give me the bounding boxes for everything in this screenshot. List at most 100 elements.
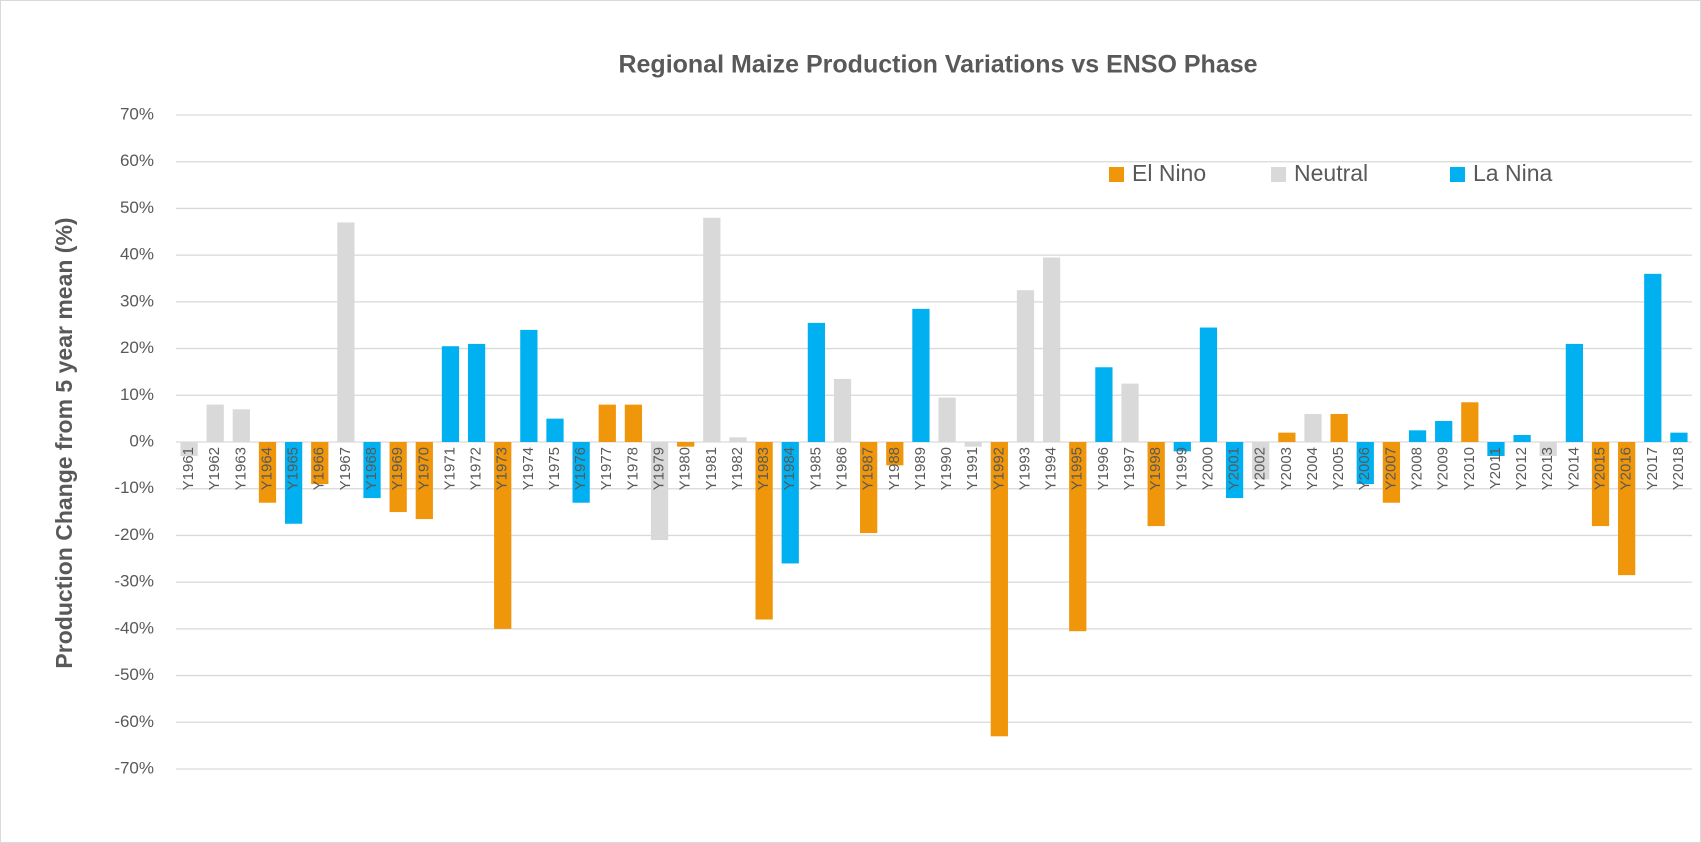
x-tick-label: Y1988 (886, 447, 903, 490)
bar (1330, 413, 1348, 442)
bar (833, 378, 852, 442)
bar (1539, 442, 1557, 457)
x-tick-label: Y2007 (1382, 447, 1399, 490)
bar (311, 442, 329, 485)
y-tick-label: -40% (114, 618, 154, 637)
bar (284, 442, 303, 524)
x-tick-label: Y2001 (1226, 447, 1243, 490)
bar (1147, 442, 1165, 527)
x-tick-label: Y1992 (990, 447, 1007, 490)
x-tick-label: Y1985 (807, 447, 824, 490)
y-tick-label: -60% (114, 712, 154, 731)
x-tick-label: Y1996 (1095, 447, 1112, 490)
bar (1408, 430, 1427, 442)
x-tick-label: Y1972 (468, 447, 485, 490)
bar (990, 442, 1008, 737)
bar (1435, 420, 1453, 442)
bar (1199, 327, 1218, 442)
x-tick-label: Y2015 (1591, 447, 1608, 490)
x-tick-label: Y1961 (180, 447, 197, 490)
x-tick-label: Y1987 (860, 447, 877, 490)
bar (520, 329, 538, 442)
x-tick-label: Y1979 (651, 447, 668, 490)
x-tick-label: Y1989 (912, 447, 929, 490)
bar (755, 442, 773, 620)
x-tick-label: Y2005 (1330, 447, 1347, 490)
y-tick-label: 40% (120, 245, 154, 264)
x-tick-label: Y1968 (363, 447, 380, 490)
x-tick-label: Y2011 (1487, 447, 1504, 489)
bar (1487, 442, 1505, 457)
bar (1644, 273, 1662, 442)
bar (912, 308, 930, 442)
y-tick-label: -10% (114, 478, 154, 497)
x-tick-label: Y1967 (337, 447, 354, 490)
bar (363, 442, 381, 499)
x-tick-label: Y2010 (1461, 447, 1478, 490)
x-tick-label: Y1986 (833, 447, 850, 490)
bar (624, 404, 643, 442)
bar (1069, 442, 1087, 632)
bar (467, 343, 486, 442)
x-tick-label: Y1975 (546, 447, 563, 490)
y-tick-label: -30% (114, 572, 154, 591)
bar (1382, 442, 1401, 503)
legend-swatch (1109, 167, 1124, 182)
bar (1591, 442, 1610, 527)
bar (494, 442, 512, 629)
y-tick-label: -50% (114, 665, 154, 684)
x-tick-label: Y1995 (1069, 447, 1086, 490)
bar (389, 442, 407, 513)
bar (232, 409, 250, 442)
x-tick-label: Y2008 (1409, 447, 1426, 490)
y-tick-label: 20% (120, 338, 154, 357)
bar (1042, 257, 1061, 442)
y-tick-label: -70% (114, 758, 154, 777)
bar (1565, 343, 1584, 442)
bar (677, 442, 695, 447)
x-tick-label: Y1982 (729, 447, 746, 490)
legend-label: El Nino (1132, 160, 1206, 186)
x-tick-label: Y1970 (415, 447, 432, 490)
bar (441, 346, 460, 442)
bar (703, 217, 721, 442)
x-tick-label: Y1973 (494, 447, 511, 490)
y-tick-label: 10% (120, 385, 154, 404)
legend-swatch (1450, 167, 1465, 182)
x-tick-label: Y2013 (1539, 447, 1556, 490)
x-tick-label: Y1980 (677, 447, 694, 490)
bar (1278, 432, 1296, 442)
bar (1016, 290, 1035, 442)
bar (337, 222, 355, 442)
legend-label: Neutral (1294, 160, 1368, 186)
bar (860, 442, 878, 534)
x-tick-label: Y2017 (1644, 447, 1661, 490)
y-tick-label: -20% (114, 525, 154, 544)
x-tick-label: Y1963 (232, 447, 249, 490)
x-tick-label: Y1997 (1121, 447, 1138, 490)
bar (729, 437, 747, 442)
legend-label: La Nina (1473, 160, 1552, 186)
y-tick-label: 30% (120, 291, 154, 310)
x-tick-label: Y1974 (520, 447, 537, 490)
bar (206, 404, 224, 442)
y-tick-label: 60% (120, 151, 154, 170)
bar (781, 442, 799, 564)
x-tick-label: Y2003 (1278, 447, 1295, 490)
bar (180, 442, 198, 457)
bar (1356, 442, 1374, 485)
bar (1173, 442, 1191, 452)
legend-swatch (1271, 167, 1286, 182)
y-axis-label: Production Change from 5 year mean (%) (51, 217, 77, 668)
bar (1513, 434, 1531, 442)
y-tick-label: 70% (120, 104, 154, 123)
x-tick-label: Y2016 (1618, 447, 1635, 490)
bar (807, 322, 826, 442)
x-tick-label: Y2014 (1565, 447, 1582, 490)
x-tick-label: Y1999 (1173, 447, 1190, 490)
bar (415, 442, 433, 520)
x-tick-label: Y1993 (1016, 447, 1033, 490)
x-tick-label: Y1998 (1147, 447, 1164, 490)
bar (1225, 442, 1244, 499)
